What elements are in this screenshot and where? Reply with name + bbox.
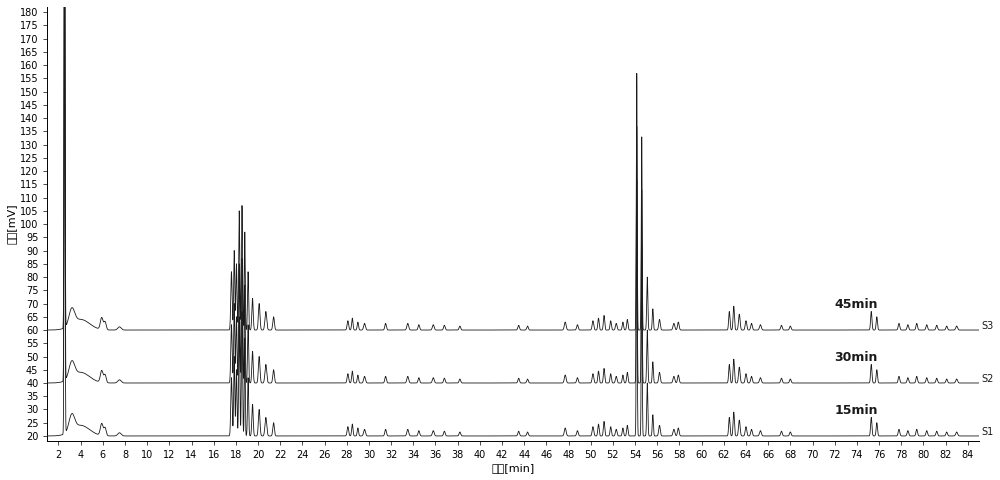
Text: S2: S2 xyxy=(981,374,993,384)
Y-axis label: 信号[mV]: 信号[mV] xyxy=(7,204,17,244)
X-axis label: 时间[min]: 时间[min] xyxy=(491,463,535,473)
Text: 15min: 15min xyxy=(835,405,878,418)
Text: S3: S3 xyxy=(981,321,993,331)
Text: 30min: 30min xyxy=(835,351,878,364)
Text: 45min: 45min xyxy=(835,299,878,312)
Text: S1: S1 xyxy=(981,427,993,437)
